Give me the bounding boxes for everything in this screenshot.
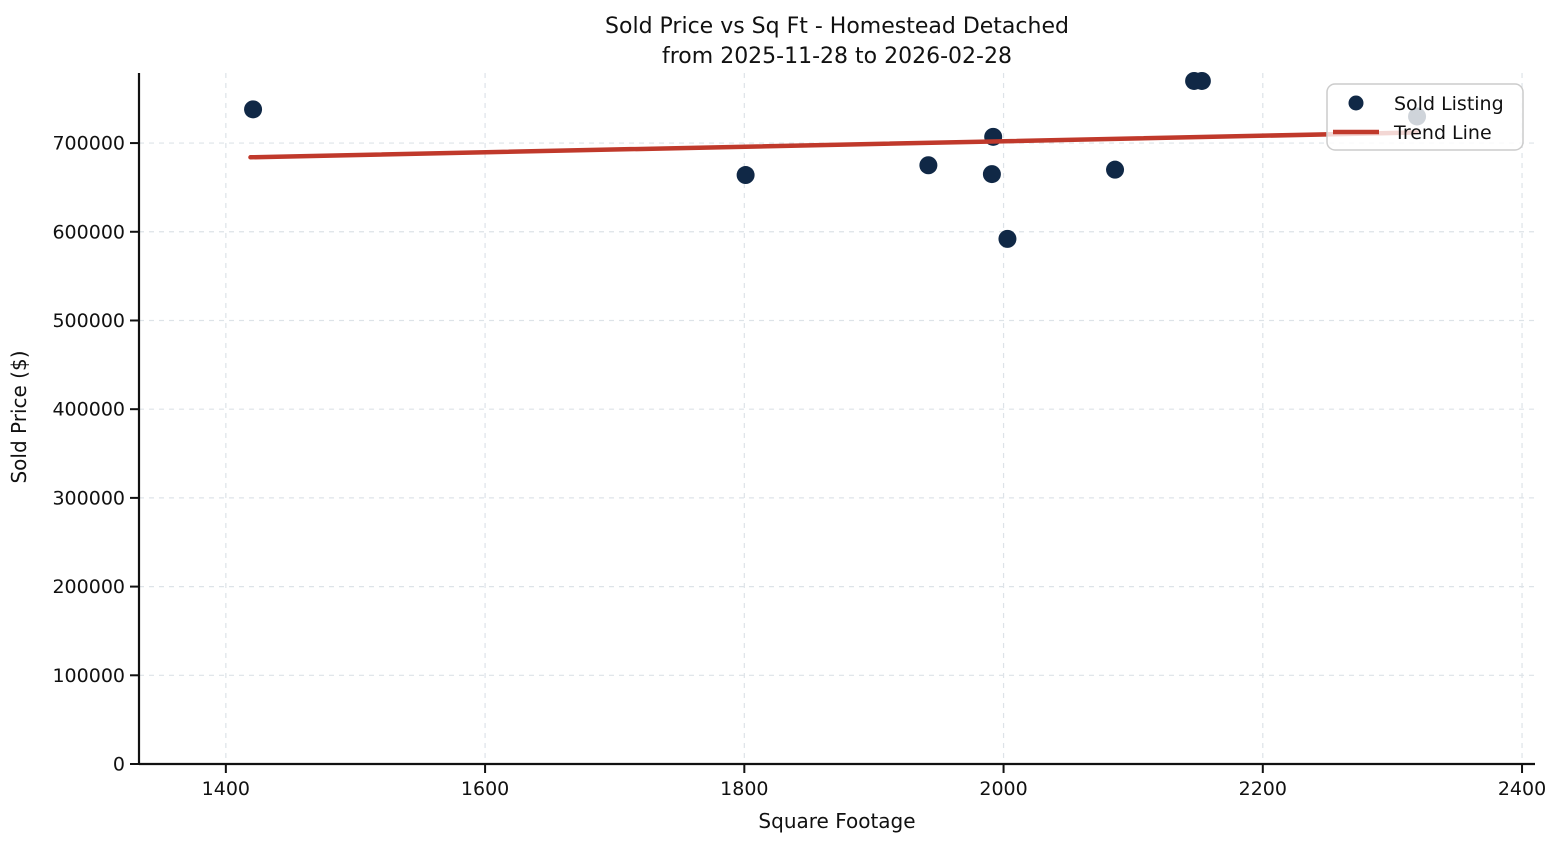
scatter-point: [919, 156, 938, 175]
x-tick-label: 1600: [461, 778, 509, 800]
chart-subtitle: from 2025-11-28 to 2026-02-28: [662, 44, 1012, 69]
y-tick-label: 0: [113, 754, 125, 776]
chart-title: Sold Price vs Sq Ft - Homestead Detached: [605, 14, 1069, 39]
scatter-point: [1192, 71, 1211, 90]
y-tick-label: 400000: [52, 399, 125, 421]
y-tick-label: 700000: [52, 133, 125, 155]
plot-area: 1400 1600 1800 2000 2200 2400 0 100000 200000 300…: [52, 71, 1546, 800]
scatter-point: [1106, 160, 1125, 179]
legend-dot-marker: [1348, 95, 1364, 111]
legend-label: Sold Listing: [1394, 93, 1504, 115]
scatter-point: [736, 166, 755, 185]
y-tick-label: 100000: [52, 665, 125, 687]
legend-label: Trend Line: [1393, 122, 1492, 144]
x-tick-label: 1800: [720, 778, 768, 800]
y-axis-label: Sold Price ($): [7, 350, 31, 483]
y-tick-label: 500000: [52, 310, 125, 332]
scatter-point: [982, 165, 1001, 184]
trend-line: [248, 130, 1420, 160]
y-tick-label: 600000: [52, 221, 125, 243]
x-tick-label: 2200: [1239, 778, 1287, 800]
x-tick-label: 1400: [202, 778, 250, 800]
x-tick-label: 2400: [1498, 778, 1546, 800]
y-tick-label: 200000: [52, 576, 125, 598]
x-tick-label: 2000: [979, 778, 1027, 800]
y-tick-label: 300000: [52, 487, 125, 509]
scatter-point: [244, 100, 263, 119]
x-axis-label: Square Footage: [758, 809, 915, 833]
scatter-point: [998, 229, 1017, 248]
